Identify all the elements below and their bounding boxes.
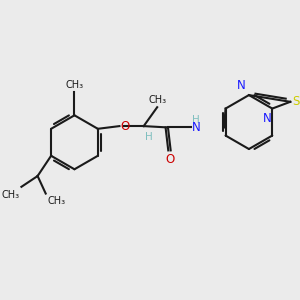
Text: O: O (165, 153, 174, 166)
Text: N: N (192, 121, 201, 134)
Text: O: O (120, 120, 130, 133)
Text: N: N (262, 112, 271, 125)
Text: S: S (292, 95, 300, 108)
Text: N: N (237, 79, 246, 92)
Text: CH₃: CH₃ (48, 196, 66, 206)
Text: CH₃: CH₃ (2, 190, 20, 200)
Text: H: H (192, 115, 200, 124)
Text: CH₃: CH₃ (148, 95, 166, 105)
Text: CH₃: CH₃ (65, 80, 83, 91)
Text: H: H (145, 132, 152, 142)
